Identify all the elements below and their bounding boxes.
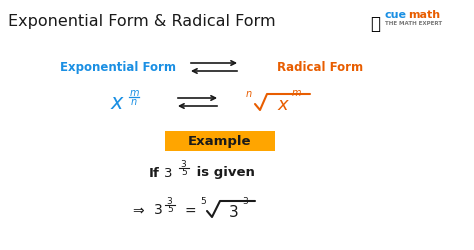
Text: $3$: $3$ [181, 158, 188, 169]
Text: $5$: $5$ [181, 166, 188, 177]
Text: $m$: $m$ [291, 88, 301, 98]
Text: If $3$: If $3$ [148, 165, 173, 179]
Text: math: math [408, 10, 440, 20]
Text: $3$: $3$ [153, 202, 163, 216]
Text: $n$: $n$ [130, 96, 138, 106]
Text: Radical Form: Radical Form [277, 61, 363, 74]
Text: $m$: $m$ [128, 88, 139, 98]
Text: Example: Example [188, 135, 252, 148]
Text: Exponential Form & Radical Form: Exponential Form & Radical Form [8, 14, 275, 29]
Text: $5$: $5$ [200, 195, 207, 206]
FancyBboxPatch shape [165, 132, 275, 152]
Text: $=$: $=$ [182, 202, 197, 216]
Text: $3$: $3$ [243, 195, 249, 206]
Text: $3$: $3$ [166, 195, 173, 206]
Text: $\Rightarrow$: $\Rightarrow$ [130, 202, 146, 216]
Text: cue: cue [385, 10, 407, 20]
Text: $x$: $x$ [110, 93, 126, 112]
Text: 🚀: 🚀 [370, 15, 380, 33]
Text: $n$: $n$ [245, 89, 253, 99]
Text: $3$: $3$ [228, 203, 238, 219]
Text: $x$: $x$ [277, 96, 291, 114]
Text: $5$: $5$ [166, 203, 173, 214]
Text: is given: is given [192, 166, 255, 179]
Text: THE MATH EXPERT: THE MATH EXPERT [385, 21, 442, 26]
Text: Exponential Form: Exponential Form [60, 61, 176, 74]
